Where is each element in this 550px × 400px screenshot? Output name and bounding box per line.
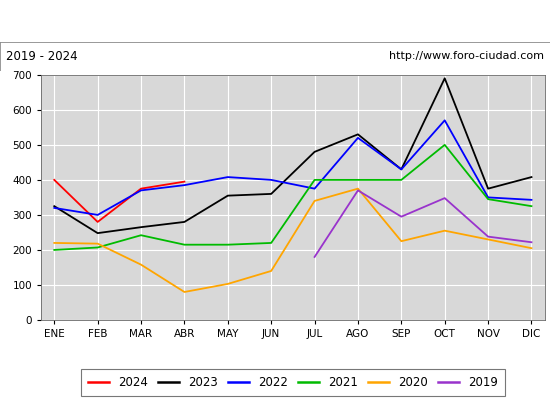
Text: Evolucion Nº Turistas Extranjeros en el municipio de Cuéllar: Evolucion Nº Turistas Extranjeros en el … [76, 14, 474, 28]
Text: 2019 - 2024: 2019 - 2024 [6, 50, 77, 63]
Text: http://www.foro-ciudad.com: http://www.foro-ciudad.com [389, 51, 544, 61]
Legend: 2024, 2023, 2022, 2021, 2020, 2019: 2024, 2023, 2022, 2021, 2020, 2019 [81, 369, 505, 396]
